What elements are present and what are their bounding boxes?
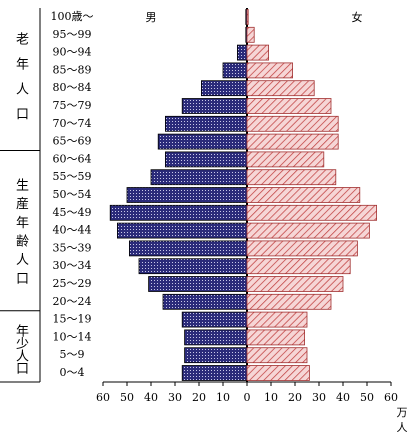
y-tick-label: 15～19 xyxy=(53,313,92,326)
bar xyxy=(246,222,370,239)
y-tick-label: 10～14 xyxy=(53,330,92,343)
y-tick-label: 75～79 xyxy=(53,99,92,112)
y-tick-label: 0～4 xyxy=(60,366,85,379)
bar xyxy=(246,365,310,381)
bar xyxy=(184,347,248,364)
bar xyxy=(246,62,293,79)
bar xyxy=(164,115,248,132)
bar xyxy=(162,293,248,310)
x-tick-label: 10 xyxy=(216,391,230,404)
bar xyxy=(148,276,248,292)
bar xyxy=(200,80,248,97)
x-axis-label: 人 xyxy=(397,421,408,434)
bar xyxy=(246,151,325,168)
bar xyxy=(236,44,248,61)
legend-label: 男 xyxy=(146,11,157,24)
bar xyxy=(246,311,308,328)
y-tick-label: 45～49 xyxy=(53,206,92,219)
y-tick-label: 5～9 xyxy=(60,348,85,361)
y-tick-label: 20～24 xyxy=(53,295,92,308)
bar xyxy=(184,329,248,346)
group-label: 年少人口 xyxy=(13,324,28,375)
x-tick-label: 50 xyxy=(360,391,374,404)
x-tick-label: 60 xyxy=(384,391,398,404)
bar xyxy=(181,365,248,381)
y-tick-label: 85～89 xyxy=(53,63,92,76)
bar xyxy=(246,80,315,97)
y-tick-label: 90～94 xyxy=(53,46,92,59)
bar xyxy=(246,276,344,292)
y-tick-label: 60～64 xyxy=(53,152,92,165)
bar xyxy=(164,151,248,168)
x-tick-label: 60 xyxy=(96,391,110,404)
y-tick-label: 50～54 xyxy=(53,188,92,201)
bar xyxy=(138,258,248,275)
y-tick-label: 70～74 xyxy=(53,117,92,130)
y-tick-label: 40～44 xyxy=(53,224,92,237)
bar xyxy=(181,311,248,328)
bar xyxy=(246,204,378,221)
x-tick-label: 50 xyxy=(120,391,134,404)
group-label: 老年人口 xyxy=(13,32,28,133)
bar xyxy=(246,329,305,346)
bar xyxy=(246,347,308,364)
x-tick-label: 40 xyxy=(336,391,350,404)
bar xyxy=(126,187,248,203)
bar xyxy=(117,222,248,239)
bar xyxy=(246,258,351,275)
x-tick-label: 20 xyxy=(192,391,206,404)
legend-label: 女 xyxy=(352,10,363,24)
x-tick-label: 10 xyxy=(264,391,278,404)
bar xyxy=(246,187,361,203)
x-tick-label: 30 xyxy=(312,391,326,404)
group-label: 生産年齢人口 xyxy=(13,177,28,290)
y-tick-label: 30～34 xyxy=(53,259,92,272)
y-tick-label: 65～69 xyxy=(53,135,92,148)
y-tick-label: 25～29 xyxy=(53,277,92,290)
bar xyxy=(157,133,248,150)
x-tick-label: 40 xyxy=(144,391,158,404)
bar xyxy=(246,9,249,25)
y-tick-label: 55～59 xyxy=(53,170,92,183)
bar xyxy=(246,240,358,257)
bar xyxy=(246,293,332,310)
bar xyxy=(246,98,332,114)
bar xyxy=(128,240,248,257)
bar xyxy=(181,98,248,114)
y-tick-label: 100歳～ xyxy=(51,10,94,23)
bar xyxy=(246,133,339,150)
x-tick-label: 0 xyxy=(244,391,251,404)
y-tick-label: 95～99 xyxy=(53,28,92,41)
x-tick-label: 20 xyxy=(288,391,302,404)
x-tick-label: 30 xyxy=(168,391,182,404)
bar xyxy=(109,204,248,221)
x-axis-label: 万 xyxy=(397,406,408,419)
bar xyxy=(246,26,255,43)
bar xyxy=(246,44,270,61)
bar xyxy=(246,115,339,132)
bar xyxy=(222,62,248,79)
y-tick-label: 35～39 xyxy=(53,241,92,254)
bar xyxy=(150,169,248,186)
bar xyxy=(246,169,337,186)
y-tick-label: 80～84 xyxy=(53,81,92,94)
